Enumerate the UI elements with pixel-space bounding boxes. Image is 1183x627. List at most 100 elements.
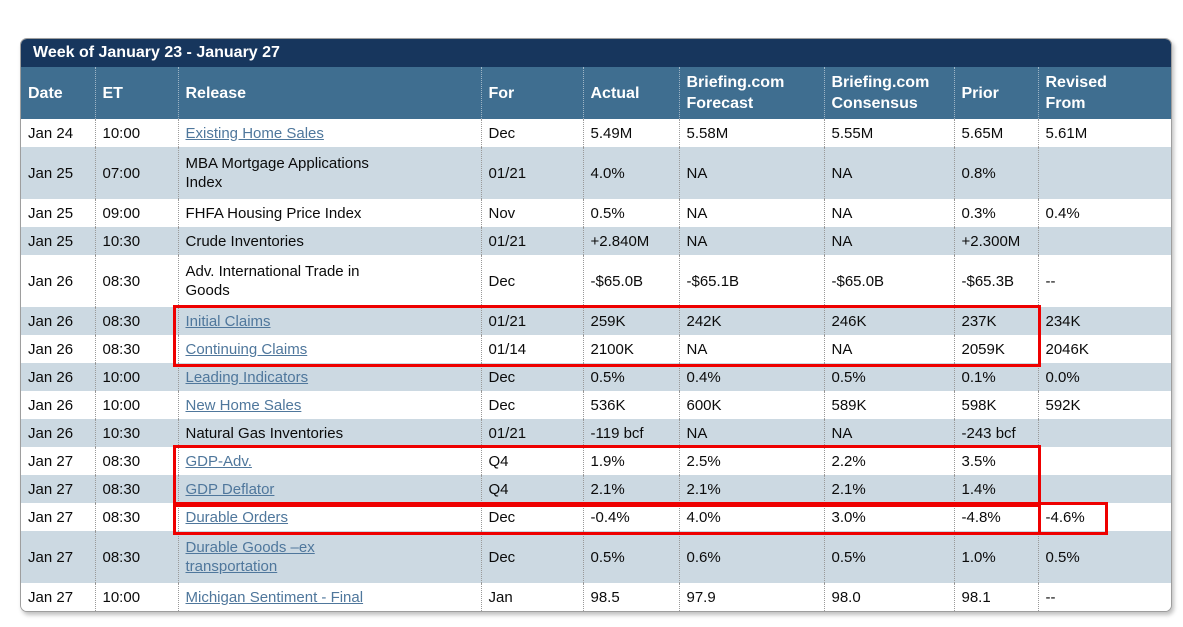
column-header-consensus: Briefing.com Consensus bbox=[823, 67, 954, 119]
cell-forecast: 0.6% bbox=[678, 531, 824, 583]
table-row: Jan 27 08:30 Durable Goods –ex transport… bbox=[21, 531, 1171, 583]
table-row: Jan 27 10:00 Michigan Sentiment - Final … bbox=[21, 583, 1171, 611]
column-header-release: Release bbox=[177, 67, 481, 119]
cell-et: 08:30 bbox=[94, 531, 178, 583]
table-row: Jan 26 10:00 Leading Indicators Dec 0.5%… bbox=[21, 363, 1171, 391]
cell-revised-from: 592K bbox=[1037, 391, 1171, 419]
cell-date: Jan 24 bbox=[28, 124, 74, 142]
cell-et: 09:00 bbox=[94, 199, 178, 227]
cell-prior: 5.65M bbox=[953, 119, 1038, 147]
cell-consensus: 2.2% bbox=[823, 447, 954, 475]
cell-date: Jan 25 bbox=[28, 232, 74, 250]
cell-et: 10:00 bbox=[94, 583, 178, 611]
column-header-et: ET bbox=[94, 67, 178, 119]
column-header-actual: Actual bbox=[582, 67, 679, 119]
release-label: Natural Gas Inventories bbox=[185, 424, 344, 442]
cell-prior: 237K bbox=[953, 307, 1038, 335]
table-row: Jan 26 08:30 Adv. International Trade in… bbox=[21, 255, 1171, 307]
cell-for: Dec bbox=[480, 255, 583, 307]
cell-revised-from: 234K bbox=[1037, 307, 1171, 335]
cell-revised-from bbox=[1037, 419, 1171, 447]
cell-date: Jan 25 bbox=[28, 204, 74, 222]
cell-forecast: 0.4% bbox=[678, 363, 824, 391]
table-row: Jan 25 09:00 FHFA Housing Price Index No… bbox=[21, 199, 1171, 227]
cell-forecast: NA bbox=[678, 147, 824, 199]
cell-consensus: 3.0% bbox=[823, 503, 954, 531]
cell-for: Q4 bbox=[480, 447, 583, 475]
cell-actual: 536K bbox=[582, 391, 679, 419]
cell-prior: -243 bcf bbox=[953, 419, 1038, 447]
release-link[interactable]: Leading Indicators bbox=[185, 368, 309, 386]
cell-release: Initial Claims bbox=[177, 307, 481, 335]
cell-prior: 1.4% bbox=[953, 475, 1038, 503]
cell-actual: 98.5 bbox=[582, 583, 679, 611]
cell-et: 08:30 bbox=[94, 475, 178, 503]
week-title: Week of January 23 - January 27 bbox=[33, 44, 280, 61]
cell-actual: 1.9% bbox=[582, 447, 679, 475]
cell-release: GDP-Adv. bbox=[177, 447, 481, 475]
release-link[interactable]: Durable Goods –ex transportation bbox=[185, 539, 315, 575]
cell-prior: 0.8% bbox=[953, 147, 1038, 199]
cell-actual: 5.49M bbox=[582, 119, 679, 147]
cell-et: 10:00 bbox=[94, 363, 178, 391]
cell-forecast: 97.9 bbox=[678, 583, 824, 611]
cell-date: Jan 27 bbox=[28, 508, 74, 526]
header-row: Date ET Release For Actual Briefing.com Forec… bbox=[21, 67, 1171, 119]
table-row: Jan 27 08:30 GDP-Adv. Q4 1.9% 2.5% 2.2% … bbox=[21, 447, 1171, 475]
cell-consensus: NA bbox=[823, 147, 954, 199]
cell-forecast: NA bbox=[678, 227, 824, 255]
column-header-prior: Prior bbox=[953, 67, 1038, 119]
cell-prior: 0.3% bbox=[953, 199, 1038, 227]
cell-actual: -119 bcf bbox=[582, 419, 679, 447]
cell-consensus: 5.55M bbox=[823, 119, 954, 147]
cell-for: 01/21 bbox=[480, 227, 583, 255]
cell-date: Jan 25 bbox=[28, 164, 74, 182]
cell-revised-from bbox=[1037, 447, 1171, 475]
cell-consensus: -$65.0B bbox=[823, 255, 954, 307]
release-link[interactable]: Continuing Claims bbox=[185, 340, 308, 358]
release-link[interactable]: Initial Claims bbox=[185, 312, 271, 330]
cell-consensus: 0.5% bbox=[823, 363, 954, 391]
release-link[interactable]: GDP Deflator bbox=[185, 480, 275, 498]
cell-revised-from bbox=[1037, 475, 1171, 503]
cell-consensus: 589K bbox=[823, 391, 954, 419]
cell-release: New Home Sales bbox=[177, 391, 481, 419]
cell-release: Adv. International Trade in Goods bbox=[177, 255, 481, 307]
cell-forecast: NA bbox=[678, 335, 824, 363]
cell-revised-from: -- bbox=[1037, 255, 1171, 307]
release-label: FHFA Housing Price Index bbox=[185, 204, 362, 222]
cell-et: 07:00 bbox=[94, 147, 178, 199]
economic-calendar-table: Date ET Release For Actual Briefing.com Forec… bbox=[21, 67, 1171, 611]
cell-revised-from: -- bbox=[1037, 583, 1171, 611]
cell-forecast: NA bbox=[678, 199, 824, 227]
table-row: Jan 26 10:30 Natural Gas Inventories 01/… bbox=[21, 419, 1171, 447]
cell-release: Leading Indicators bbox=[177, 363, 481, 391]
cell-release: Durable Orders bbox=[177, 503, 481, 531]
cell-revised-from: 0.5% bbox=[1037, 531, 1171, 583]
release-link[interactable]: GDP-Adv. bbox=[185, 452, 252, 470]
cell-revised-from: 0.0% bbox=[1037, 363, 1171, 391]
cell-date: Jan 26 bbox=[28, 272, 74, 290]
cell-prior: -4.8% bbox=[953, 503, 1038, 531]
cell-date: Jan 26 bbox=[28, 368, 74, 386]
release-link[interactable]: Michigan Sentiment - Final bbox=[185, 588, 364, 606]
table-row: Jan 27 08:30 Durable Orders Dec -0.4% 4.… bbox=[21, 503, 1171, 531]
cell-et: 08:30 bbox=[94, 335, 178, 363]
release-link[interactable]: New Home Sales bbox=[185, 396, 302, 414]
release-link[interactable]: Durable Orders bbox=[185, 508, 289, 526]
cell-forecast: 600K bbox=[678, 391, 824, 419]
release-link[interactable]: Existing Home Sales bbox=[185, 124, 324, 142]
cell-date: Jan 27 bbox=[28, 480, 74, 498]
cell-date: Jan 26 bbox=[28, 312, 74, 330]
cell-for: Dec bbox=[480, 363, 583, 391]
release-label: MBA Mortgage Applications Index bbox=[185, 155, 369, 191]
cell-date: Jan 27 bbox=[28, 588, 74, 606]
cell-forecast: 242K bbox=[678, 307, 824, 335]
cell-consensus: NA bbox=[823, 419, 954, 447]
cell-release: Durable Goods –ex transportation bbox=[177, 531, 481, 583]
cell-release: Natural Gas Inventories bbox=[177, 419, 481, 447]
cell-for: Dec bbox=[480, 503, 583, 531]
cell-et: 08:30 bbox=[94, 307, 178, 335]
cell-date: Jan 26 bbox=[28, 424, 74, 442]
cell-for: Dec bbox=[480, 391, 583, 419]
